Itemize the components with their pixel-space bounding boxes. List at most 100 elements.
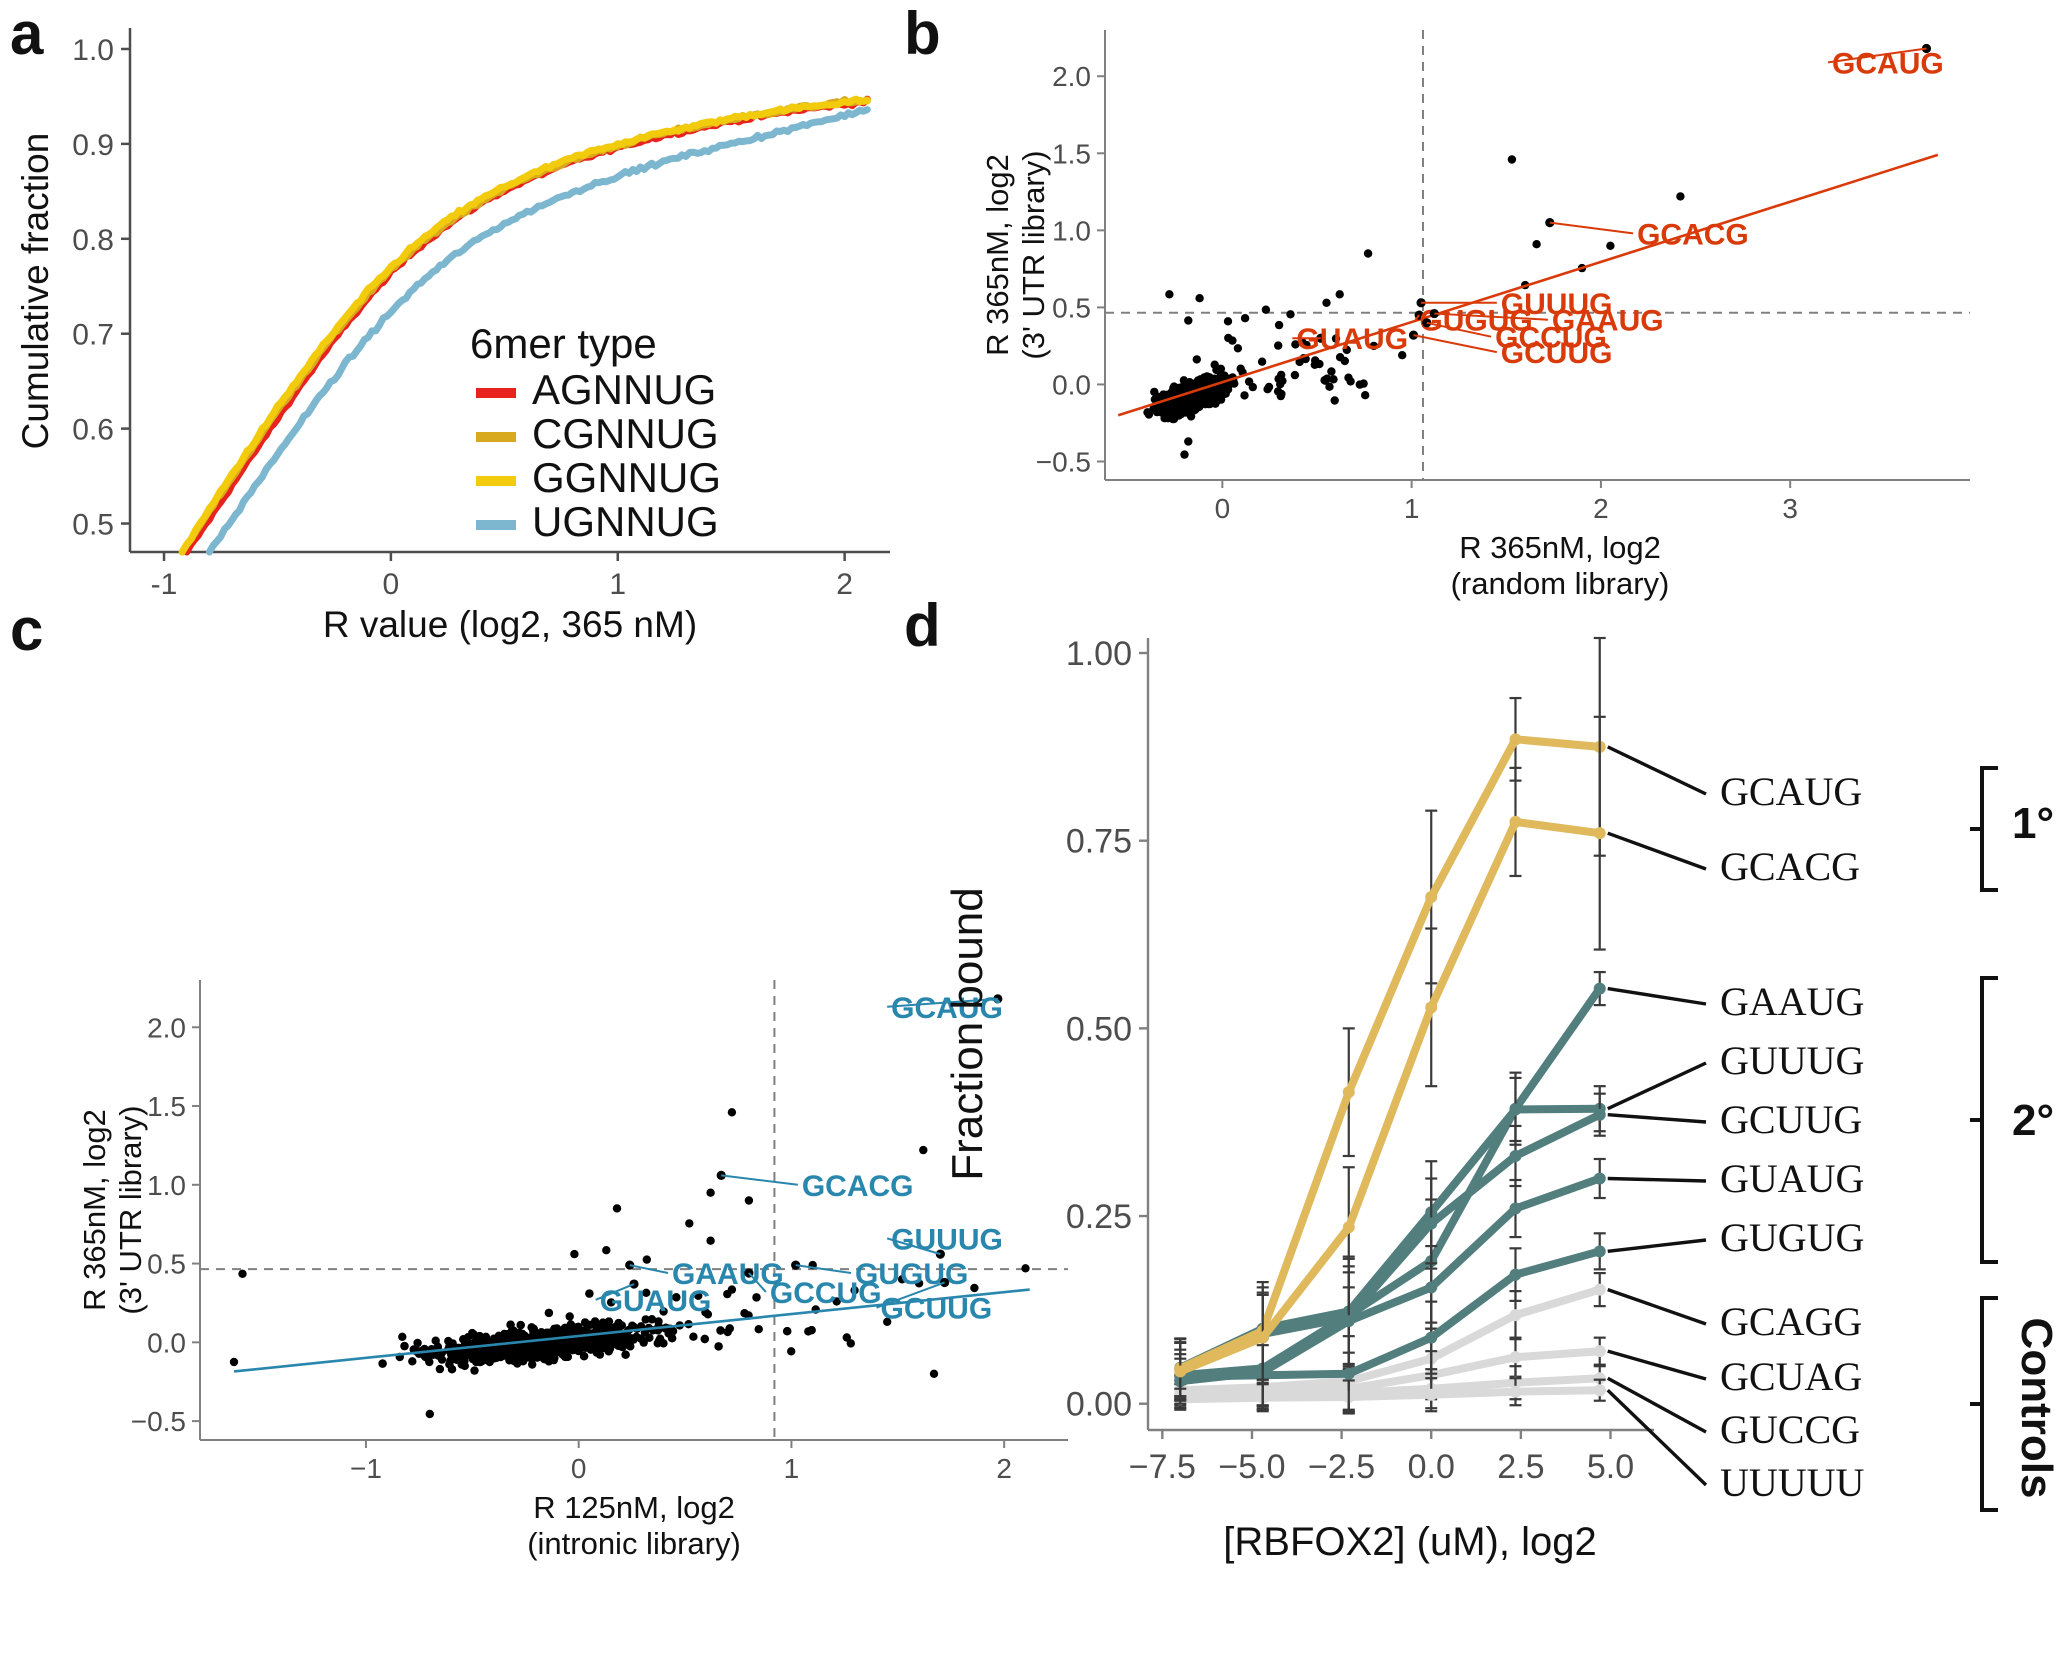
data-point [1263, 385, 1272, 394]
group-label-2°: 2° [2012, 1096, 2054, 1145]
y-axis-title2-c: (3' UTR library) [113, 1105, 148, 1314]
data-point [725, 1324, 734, 1333]
data-point [528, 1352, 537, 1361]
series-label-GCAGG: GCAGG [1720, 1299, 1862, 1344]
data-point [1233, 344, 1243, 353]
point-label-GUUUG: GUUUG [1501, 288, 1613, 321]
data-point [398, 1332, 407, 1341]
data-point [1173, 397, 1182, 407]
x-tick-label-b: 2 [1593, 493, 1609, 524]
x-axis-title2-b: (random library) [1451, 566, 1670, 601]
series-point-GAAUG [1593, 982, 1606, 995]
data-point [842, 1333, 851, 1342]
series-label-GCUUG: GCUUG [1720, 1097, 1862, 1142]
series-point-UUUUU [1509, 1385, 1522, 1398]
leader-line-GCACG [1607, 831, 1707, 871]
legend-label-UGNNUG: UGNNUG [532, 498, 719, 545]
data-point [605, 1337, 614, 1347]
data-point [701, 1308, 710, 1317]
series-point-GUCCG [1593, 1372, 1606, 1385]
highlighted-point-GUAUG [1316, 333, 1326, 343]
data-point [621, 1350, 630, 1359]
y-tick-label-a: 0.6 [72, 414, 114, 447]
leader-line-GCUUG [1607, 1113, 1707, 1124]
data-point [517, 1341, 526, 1351]
data-point [700, 1334, 709, 1344]
data-point [706, 1236, 715, 1245]
data-point [645, 1333, 654, 1342]
series-point-GCACG [1342, 1221, 1355, 1234]
data-point [1274, 320, 1284, 330]
series-point-GCACG [1425, 1001, 1438, 1014]
data-point [883, 1317, 892, 1326]
data-point [1257, 357, 1267, 366]
y-tick-label-c: −0.5 [131, 1406, 186, 1437]
data-point [1021, 1264, 1030, 1273]
y-tick-label-b: 0.0 [1052, 369, 1091, 400]
x-tick-label-b: 0 [1215, 493, 1231, 524]
data-point [1335, 290, 1344, 299]
data-point [672, 1293, 681, 1302]
data-point [754, 1325, 763, 1334]
data-point [518, 1351, 527, 1360]
plot-area-d: 0.00 0.25 0.50 0.75 1.00 −7.5 −5.0 −2.5 0.0 2.5 5.… [943, 635, 2061, 1564]
series-label-GUGUG: GUGUG [1720, 1215, 1864, 1260]
point-label-GCAUG: GCAUG [891, 992, 1003, 1025]
panel-a: a 0.5 0.6 0.7 0.8 0.9 1.0 -1 0 1 2 R value (log2, … [0, 0, 900, 645]
data-point [1297, 337, 1307, 346]
data-point [642, 1288, 651, 1297]
data-point [1184, 316, 1193, 325]
data-point [585, 1289, 594, 1298]
series-label-GUCCG: GUCCG [1720, 1407, 1860, 1452]
y-tick-label-d: 0.75 [1066, 823, 1132, 861]
data-point [1207, 389, 1216, 398]
y-tick-label-c: 2.0 [147, 1012, 186, 1043]
leader-line-GCCUG [1426, 321, 1492, 338]
data-point [548, 1328, 557, 1337]
data-point [1184, 437, 1193, 446]
data-point [685, 1219, 694, 1228]
legend-title-a: 6mer type [470, 320, 657, 367]
data-point [606, 1298, 616, 1307]
x-tick-label-a: 2 [836, 568, 853, 601]
series-point-GUGUG [1342, 1367, 1355, 1380]
data-point [1160, 414, 1169, 423]
data-point [1192, 355, 1201, 364]
y-tick-label-d: 0.50 [1066, 1010, 1132, 1048]
y-axis-title-b: R 365nM, log2 [980, 154, 1015, 356]
leader-line-GCUUG [876, 1281, 945, 1309]
series-line-GGNNUG [178, 95, 871, 556]
series-line-GCACG [1176, 817, 1604, 1376]
series-point-GUAUG [1593, 1172, 1606, 1185]
x-tick-label-c: 0 [571, 1453, 587, 1484]
panel-b-letter: b [904, 0, 941, 67]
data-point [1210, 360, 1219, 369]
leader-line-GUGUG [1607, 1238, 1707, 1254]
leader-line-GUUUG [1607, 1061, 1707, 1111]
data-point [1224, 333, 1233, 343]
panel-d-chart: 0.00 0.25 0.50 0.75 1.00 −7.5 −5.0 −2.5 0.0 2.5 5.… [943, 635, 2061, 1564]
data-point [540, 1354, 549, 1364]
y-tick-label-b: 2.0 [1052, 61, 1091, 92]
data-point [602, 1323, 611, 1333]
x-tick-label-a: 0 [383, 568, 400, 601]
data-point [659, 1339, 668, 1348]
data-point [1205, 373, 1214, 382]
point-label-GCAUG: GCAUG [1832, 47, 1944, 80]
data-point [1273, 387, 1283, 396]
series-line-GUAUG [1176, 1174, 1604, 1386]
data-point [659, 1307, 668, 1316]
series-point-GUAUG [1342, 1315, 1355, 1328]
x-tick-label-a: -1 [151, 568, 178, 601]
data-point [1144, 410, 1154, 419]
panel-a-chart: 0.5 0.6 0.7 0.8 0.9 1.0 -1 0 1 2 R value (log2, 36… [15, 28, 890, 645]
data-point [897, 1275, 907, 1284]
data-point [470, 1366, 479, 1375]
leader-line-GUGUG [795, 1264, 852, 1275]
data-point [970, 1283, 979, 1293]
data-point [1355, 380, 1364, 389]
x-tick-label-d: −2.5 [1308, 1448, 1375, 1486]
data-point [1211, 399, 1220, 408]
data-point [647, 1315, 657, 1324]
leader-line-GCCUG [748, 1272, 767, 1293]
